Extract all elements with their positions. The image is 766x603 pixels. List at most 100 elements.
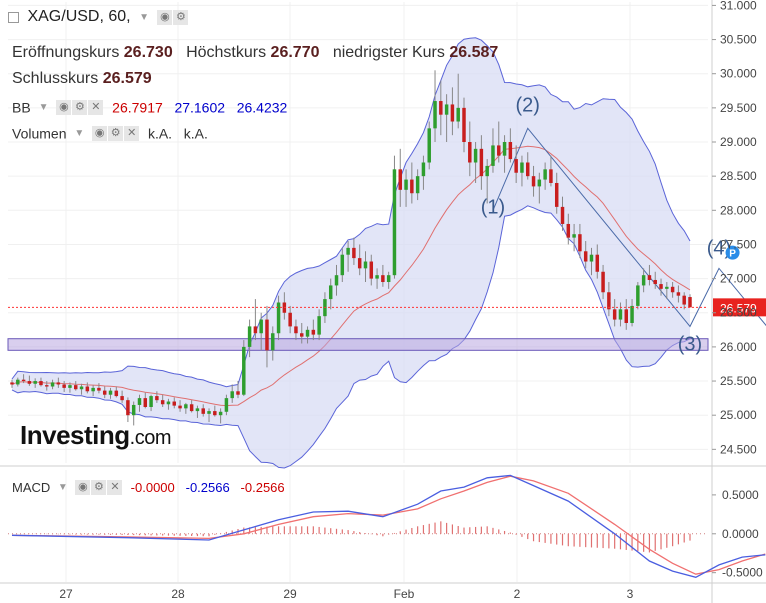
candle-body (149, 396, 153, 407)
candle-body (288, 312, 292, 327)
wave-labels: (1)(2)(3)(4)(5P (481, 94, 740, 355)
candle-body (514, 159, 518, 173)
macd-tick-label: 0.5000 (722, 488, 759, 502)
candle-body (439, 101, 443, 115)
gear-icon[interactable]: ⚙ (91, 480, 107, 496)
chevron-down-icon[interactable]: ▼ (74, 127, 85, 139)
price-tick-label: 27.500 (720, 237, 757, 251)
candle-body (207, 411, 211, 414)
price-tick-label: 30.500 (720, 33, 757, 47)
candle-body (456, 107, 460, 122)
candle-body (415, 176, 420, 194)
gear-icon[interactable]: ⚙ (72, 99, 88, 115)
wave-label: (4) (707, 238, 731, 260)
volume-label: Volumen (12, 125, 67, 142)
macd-line (11, 474, 766, 578)
candle-body (126, 400, 130, 416)
candle-body (491, 145, 495, 166)
gear-icon[interactable]: ⚙ (173, 9, 189, 25)
candle-body (27, 381, 32, 384)
candle-body (688, 297, 692, 308)
candle-body (340, 254, 345, 276)
close-icon[interactable]: ✕ (88, 99, 104, 115)
candle-body (630, 305, 634, 323)
ohlc-row-2: Schlusskurs 26.579 (12, 70, 152, 88)
candle-body (537, 179, 542, 187)
candle-body (172, 401, 176, 406)
candle-body (404, 179, 408, 190)
candle-body (433, 101, 437, 129)
candle-body (33, 381, 37, 384)
candle-body (50, 382, 55, 387)
current-price-tag (713, 298, 766, 317)
candle-body (497, 145, 501, 156)
gear-icon[interactable]: ⚙ (108, 125, 124, 141)
candle-body (676, 292, 681, 296)
candle-body (259, 319, 263, 334)
candle-body (195, 408, 200, 412)
candle-body (410, 179, 414, 194)
price-tick-label: 30.000 (720, 67, 757, 81)
candle-body (363, 261, 368, 269)
chevron-down-icon[interactable]: ▼ (38, 101, 49, 113)
candle-body (102, 390, 107, 395)
close-icon[interactable]: ✕ (124, 125, 140, 141)
candle-body (665, 286, 669, 289)
candle-body (589, 254, 594, 262)
candle-body (253, 326, 258, 334)
price-tick-label: 25.500 (720, 374, 757, 388)
candle-body (79, 386, 84, 390)
candle-body (659, 284, 663, 289)
candle-body (178, 405, 182, 409)
macd-tick-label: -0.5000 (722, 566, 763, 580)
candle-body (201, 408, 205, 414)
support-zone (7, 338, 709, 351)
price-tick-label: 31.000 (720, 0, 757, 12)
chevron-down-icon[interactable]: ▼ (139, 11, 149, 23)
close-icon[interactable]: ✕ (107, 480, 123, 496)
wave-label: (2) (516, 94, 540, 116)
candle-body (531, 176, 536, 187)
candles (10, 70, 692, 426)
time-tick-label: Feb (394, 587, 415, 601)
candle-body (155, 396, 159, 401)
candle-body (334, 275, 339, 286)
candle-body (10, 382, 14, 385)
eye-icon[interactable]: ◉ (92, 125, 108, 141)
candle-body (566, 223, 571, 238)
candle-body (265, 319, 269, 351)
candle-body (305, 329, 310, 337)
candle-body (386, 275, 391, 283)
time-tick-label: 27 (59, 587, 73, 601)
candle-body (526, 162, 530, 177)
candle-body (247, 326, 252, 347)
candle-body (68, 385, 72, 388)
candle-body (479, 148, 484, 177)
eye-icon[interactable]: ◉ (75, 480, 91, 496)
eye-icon[interactable]: ◉ (56, 99, 72, 115)
eye-icon[interactable]: ◉ (157, 9, 173, 25)
collapse-icon[interactable] (8, 11, 19, 23)
logo-suffix: .com (129, 427, 172, 449)
candle-body (381, 275, 385, 283)
candle-body (549, 169, 553, 183)
price-tick-label: 26.500 (720, 306, 757, 320)
candle-body (271, 333, 275, 351)
candle-body (218, 411, 223, 416)
candle-body (357, 258, 362, 269)
close-value: 26.579 (102, 70, 152, 87)
logo-name: Investing (20, 420, 130, 450)
chevron-down-icon[interactable]: ▼ (57, 482, 68, 494)
candle-body (612, 309, 617, 320)
candle-body (520, 162, 524, 173)
candle-body (213, 411, 217, 416)
candle-body (618, 309, 623, 320)
price-tick-label: 24.500 (720, 442, 757, 456)
position-marker-letter: P (729, 249, 736, 260)
bb-label: BB (12, 99, 31, 116)
candle-body (311, 329, 316, 335)
open-value: 26.730 (123, 44, 173, 61)
close-label: Schlusskurs (12, 70, 99, 87)
bollinger-upper (11, 37, 691, 388)
